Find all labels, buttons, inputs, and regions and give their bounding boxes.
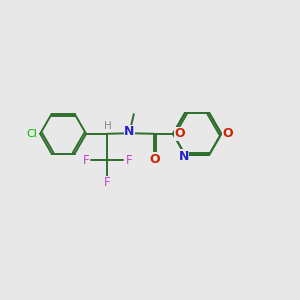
Text: O: O xyxy=(149,153,160,166)
Text: H: H xyxy=(104,122,112,131)
Text: N: N xyxy=(124,125,135,138)
Text: F: F xyxy=(82,154,89,167)
Text: O: O xyxy=(174,127,185,140)
Text: F: F xyxy=(125,154,132,167)
Text: O: O xyxy=(222,127,233,140)
Text: Cl: Cl xyxy=(26,129,38,139)
Text: N: N xyxy=(178,150,189,163)
Text: F: F xyxy=(104,176,111,190)
